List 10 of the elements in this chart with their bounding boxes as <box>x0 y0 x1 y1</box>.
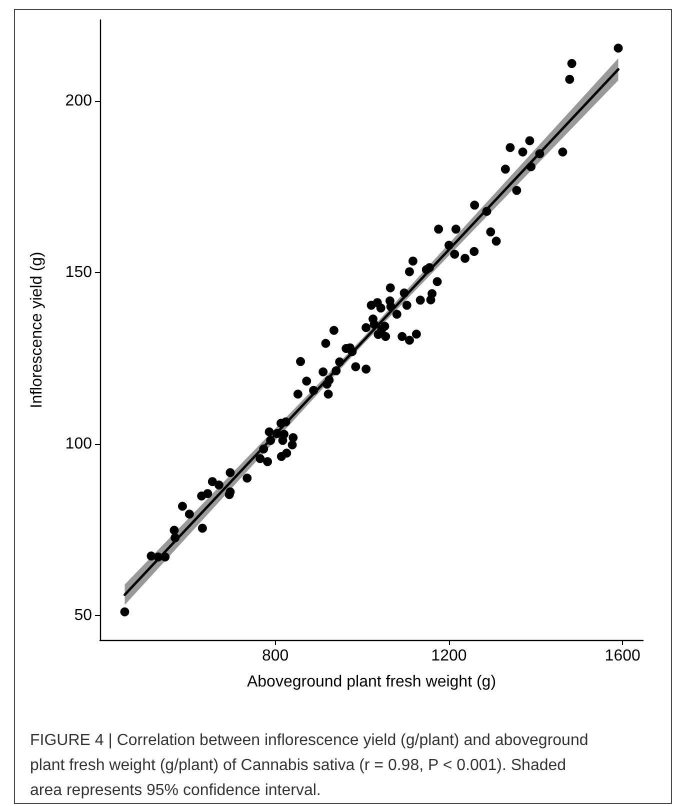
y-tick-label: 200 <box>65 92 92 110</box>
caption: FIGURE 4 | Correlation between inflorescence yield (g/plant) and aboveground plant fresh weight (g/plant) of Cannabis sativa (r = 0.98, P < 0.001). Shaded area represents 95% confidence interval. <box>30 731 590 801</box>
x-tick-label: 1600 <box>604 648 640 664</box>
y-tick-label: 50 <box>74 606 92 624</box>
y-tick-label: 150 <box>65 264 92 281</box>
y-axis-title: Inflorescence yield (g) <box>28 252 46 408</box>
x-tick-label: 800 <box>262 648 289 664</box>
x-tick-label: 1200 <box>431 648 467 664</box>
y-tick-label: 100 <box>65 435 92 452</box>
x-axis-title: Aboveground plant fresh weight (g) <box>246 674 496 690</box>
